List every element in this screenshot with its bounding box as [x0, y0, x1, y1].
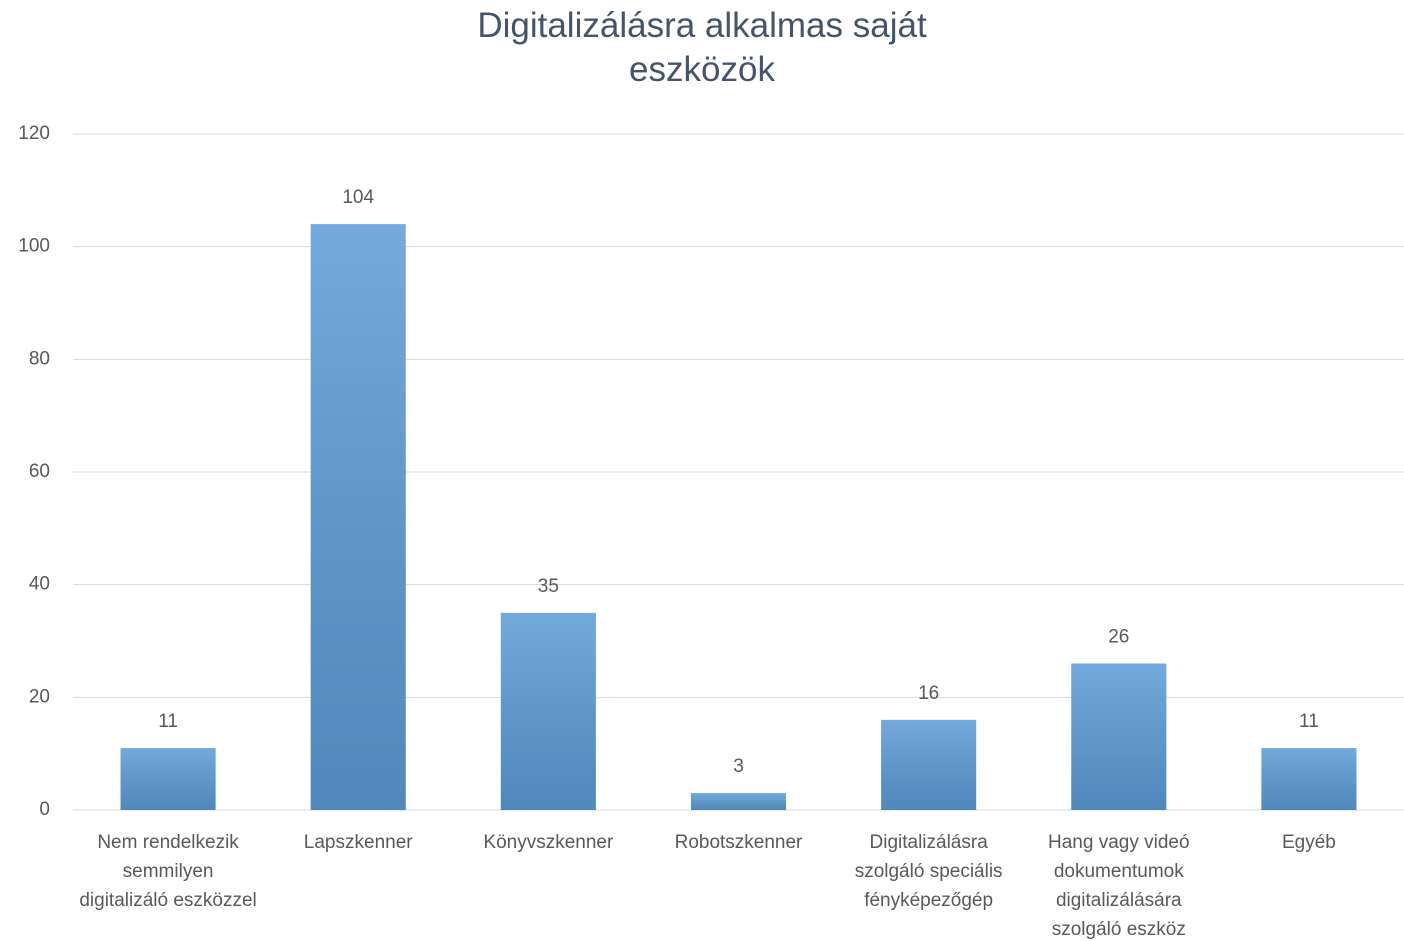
value-label: 35: [538, 576, 559, 597]
y-tick-label: 60: [29, 461, 50, 482]
bar-shade: [690, 793, 787, 810]
bar-shade: [500, 612, 596, 810]
x-tick-label: Lapszkenner: [303, 832, 413, 853]
y-tick-label: 120: [18, 123, 50, 144]
bar-shade: [310, 224, 406, 811]
bar-shade: [1071, 663, 1167, 810]
value-label: 16: [918, 683, 939, 704]
y-tick-label: 20: [29, 686, 50, 707]
x-tick-label: Robotszkenner: [674, 832, 803, 853]
value-label: 104: [342, 187, 374, 208]
value-label: 11: [1299, 711, 1319, 732]
x-tick-label: Digitalizálásra szolgáló speciális fényk…: [854, 832, 1003, 911]
y-tick-label: 100: [18, 236, 50, 257]
bar-shade: [120, 748, 216, 810]
chart-title: Digitalizálásra alkalmas saját eszközök: [477, 6, 927, 89]
x-tick-label: Hang vagy videó dokumentumok digitalizál…: [1048, 832, 1190, 940]
bar-shade: [881, 719, 977, 810]
bar-shade: [1261, 748, 1357, 810]
x-tick-label: Egyéb: [1281, 832, 1336, 853]
x-tick-label: Nem rendelkezik semmilyen digitalizáló e…: [79, 832, 257, 911]
value-label: 3: [733, 756, 744, 777]
value-label: 26: [1108, 627, 1129, 648]
y-tick-label: 40: [29, 574, 50, 595]
y-tick-label: 0: [39, 799, 50, 820]
x-tick-label: Könyvszkenner: [483, 832, 614, 853]
y-tick-label: 80: [29, 348, 50, 369]
value-label: 11: [158, 711, 178, 732]
